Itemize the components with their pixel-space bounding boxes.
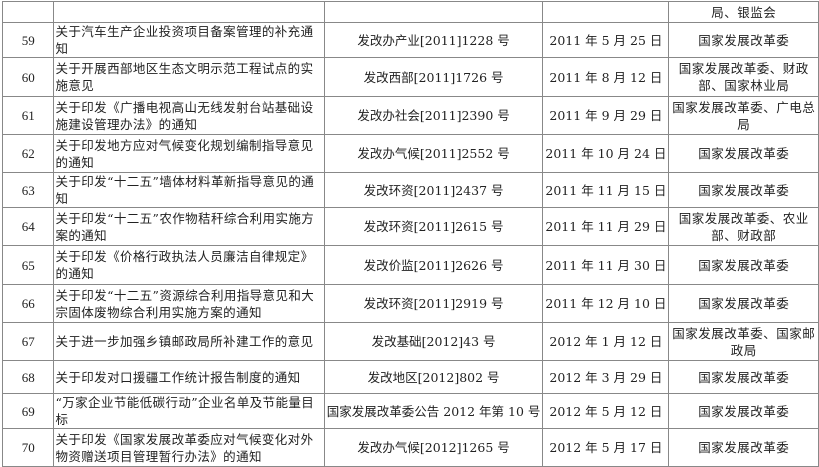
cell-num (1, 1, 55, 23)
cell-doc: 发改办社会[2011]2390 号 (323, 96, 544, 135)
cell-date: 2011 年 11 月 30 日 (542, 245, 670, 285)
cell-date: 2012 年 5 月 17 日 (542, 428, 670, 467)
cell-num: 66 (1, 284, 55, 323)
cell-title (53, 1, 325, 23)
cell-title: “万家企业节能低碳行动”企业名单及节能量目标 (53, 393, 325, 429)
cell-date: 2011 年 11 月 15 日 (542, 172, 670, 208)
cell-issuer: 国家发展改革委 (668, 428, 819, 467)
cell-date: 2012 年 3 月 29 日 (542, 360, 670, 394)
cell-issuer: 国家发展改革委 (668, 172, 819, 208)
cell-issuer: 国家发展改革委 (668, 134, 819, 173)
cell-date: 2011 年 12 月 10 日 (542, 284, 670, 323)
cell-doc: 发改办气候[2012]1265 号 (323, 428, 544, 467)
cell-num: 59 (1, 22, 55, 58)
cell-date (542, 1, 670, 23)
cell-issuer: 国家发展改革委 (668, 22, 819, 58)
table-row: 66 关于印发“十二五”资源综合利用指导意见和大宗固体废物综合利用实施方案的通知发… (1, 284, 819, 323)
table-row: 63 关于印发“十二五”墙体材料革新指导意见的通知 发改环资[2011]2437 号… (1, 172, 819, 208)
cell-issuer: 国家发展改革委、财政部、国家林业局 (668, 57, 819, 97)
table-row-partial: 局、银监会 (1, 1, 819, 23)
cell-title: 关于印发地方应对气候变化规划编制指导意见的通知 (53, 134, 325, 173)
cell-issuer: 局、银监会 (668, 1, 819, 23)
cell-title: 关于汽车生产企业投资项目备案管理的补充通知 (53, 22, 325, 58)
cell-title: 关于印发“十二五”资源综合利用指导意见和大宗固体废物综合利用实施方案的通知 (53, 284, 325, 323)
cell-num: 67 (1, 322, 55, 361)
cell-num: 60 (1, 57, 55, 97)
cell-issuer: 国家发展改革委 (668, 393, 819, 429)
cell-num: 64 (1, 207, 55, 246)
cell-issuer: 国家发展改革委 (668, 360, 819, 394)
table-row: 59 关于汽车生产企业投资项目备案管理的补充通知 发改办产业[2011]1228 号… (1, 22, 819, 58)
cell-title: 关于开展西部地区生态文明示范工程试点的实施意见 (53, 57, 325, 97)
table-row: 67 关于进一步加强乡镇邮政局所补建工作的意见 发改基础[2012]43 号 2012… (1, 322, 819, 361)
table-row: 69 “万家企业节能低碳行动”企业名单及节能量目标 国家发展改革委公告 2012 年… (1, 393, 819, 429)
cell-doc: 发改环资[2011]2437 号 (323, 172, 544, 208)
cell-num: 69 (1, 393, 55, 429)
cell-doc: 发改地区[2012]802 号 (323, 360, 544, 394)
cell-title: 关于印发对口援疆工作统计报告制度的通知 (53, 360, 325, 394)
cell-doc: 发改价监[2011]2626 号 (323, 245, 544, 285)
cell-date: 2011 年 11 月 29 日 (542, 207, 670, 246)
table-row: 60 关于开展西部地区生态文明示范工程试点的实施意见 发改西部[2011]1726 … (1, 57, 819, 97)
cell-num: 65 (1, 245, 55, 285)
cell-title: 关于印发“十二五”墙体材料革新指导意见的通知 (53, 172, 325, 208)
cell-title: 关于印发“十二五”农作物秸秆综合利用实施方案的通知 (53, 207, 325, 246)
cell-date: 2011 年 9 月 29 日 (542, 96, 670, 135)
cell-title: 关于印发《广播电视高山无线发射台站基础设施建设管理办法》的通知 (53, 96, 325, 135)
cell-date: 2012 年 5 月 12 日 (542, 393, 670, 429)
cell-date: 2011 年 5 月 25 日 (542, 22, 670, 58)
cell-issuer: 国家发展改革委 (668, 245, 819, 285)
cell-num: 61 (1, 96, 55, 135)
cell-doc: 发改办产业[2011]1228 号 (323, 22, 544, 58)
cell-date: 2011 年 10 月 24 日 (542, 134, 670, 173)
cell-doc: 发改西部[2011]1726 号 (323, 57, 544, 97)
cell-issuer: 国家发展改革委、广电总局 (668, 96, 819, 135)
cell-title: 关于印发《国家发展改革委应对气候变化对外物资赠送项目管理暂行办法》的通知 (53, 428, 325, 467)
cell-num: 70 (1, 428, 55, 467)
table-row: 64 关于印发“十二五”农作物秸秆综合利用实施方案的通知 发改环资[2011]261… (1, 207, 819, 246)
cell-num: 68 (1, 360, 55, 394)
table-row: 68 关于印发对口援疆工作统计报告制度的通知 发改地区[2012]802 号 2012… (1, 360, 819, 394)
table-row: 70 关于印发《国家发展改革委应对气候变化对外物资赠送项目管理暂行办法》的通知 发改… (1, 428, 819, 467)
cell-num: 63 (1, 172, 55, 208)
cell-date: 2012 年 1 月 12 日 (542, 322, 670, 361)
table-row: 61 关于印发《广播电视高山无线发射台站基础设施建设管理办法》的通知 发改办社会[2… (1, 96, 819, 135)
cell-doc: 发改办气候[2011]2552 号 (323, 134, 544, 173)
cell-doc: 发改环资[2011]2919 号 (323, 284, 544, 323)
cell-issuer: 国家发展改革委、农业部、财政部 (668, 207, 819, 246)
cell-doc (323, 1, 544, 23)
cell-issuer: 国家发展改革委、国家邮政局 (668, 322, 819, 361)
table-row: 65 关于印发《价格行政执法人员廉洁自律规定》的通知 发改价监[2011]2626 … (1, 245, 819, 285)
cell-title: 关于印发《价格行政执法人员廉洁自律规定》的通知 (53, 245, 325, 285)
table-row: 62 关于印发地方应对气候变化规划编制指导意见的通知 发改办气候[2011]2552… (1, 134, 819, 173)
cell-issuer: 国家发展改革委 (668, 284, 819, 323)
cell-doc: 国家发展改革委公告 2012 年第 10 号 (323, 393, 544, 429)
cell-num: 62 (1, 134, 55, 173)
cell-date: 2011 年 8 月 12 日 (542, 57, 670, 97)
cell-doc: 发改环资[2011]2615 号 (323, 207, 544, 246)
cell-title: 关于进一步加强乡镇邮政局所补建工作的意见 (53, 322, 325, 361)
cell-doc: 发改基础[2012]43 号 (323, 322, 544, 361)
